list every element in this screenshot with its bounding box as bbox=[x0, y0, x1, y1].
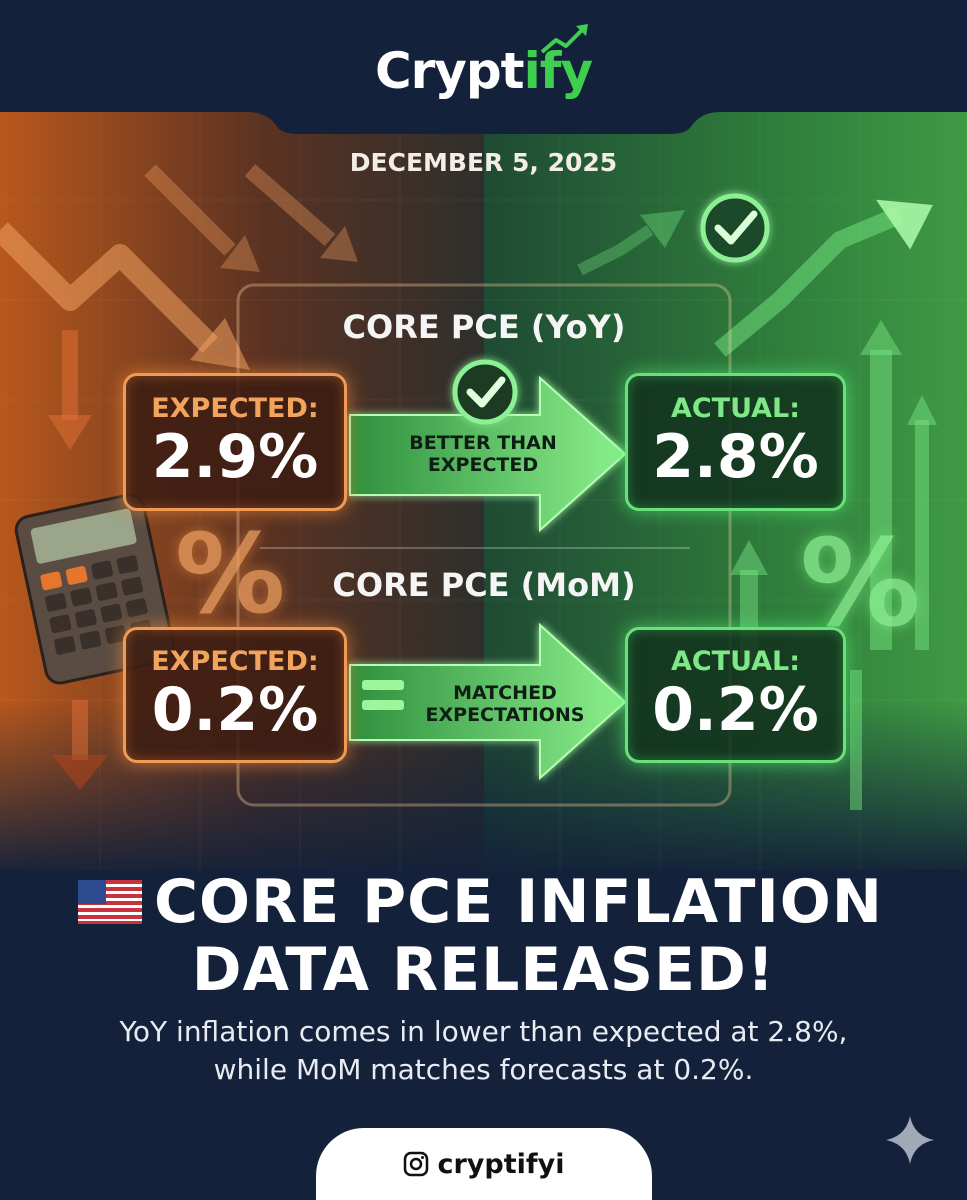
yoy-arrow-line2: EXPECTED bbox=[427, 454, 539, 476]
check-circle-icon bbox=[700, 193, 770, 263]
mom-arrow-line1: MATCHED bbox=[453, 682, 557, 704]
logo-trend-arrow-icon bbox=[540, 24, 588, 54]
instagram-icon bbox=[404, 1151, 429, 1177]
mom-title: CORE PCE (MoM) bbox=[332, 566, 636, 604]
brand-name-part1: Crypt bbox=[374, 42, 525, 100]
mom-arrow-text: MATCHED EXPECTATIONS bbox=[405, 682, 605, 726]
headline-line2: DATA RELEASED! bbox=[191, 935, 776, 1005]
yoy-arrow-line1: BETTER THAN bbox=[409, 432, 557, 454]
mom-arrow bbox=[349, 622, 627, 781]
brand-name-part2: ify bbox=[523, 42, 593, 100]
mom-expected-value: 0.2% bbox=[151, 675, 319, 745]
us-flag-icon bbox=[78, 880, 142, 924]
yoy-title: CORE PCE (YoY) bbox=[342, 308, 626, 346]
equals-icon bbox=[362, 680, 404, 710]
yoy-arrow-text: BETTER THAN EXPECTED bbox=[378, 432, 588, 476]
mom-arrow-line2: EXPECTATIONS bbox=[425, 704, 585, 726]
mom-actual-label: ACTUAL: bbox=[670, 646, 801, 677]
subtitle-line1: YoY inflation comes in lower than expect… bbox=[119, 1015, 848, 1048]
mom-actual-value: 0.2% bbox=[652, 675, 819, 745]
yoy-expected-label: EXPECTED: bbox=[151, 393, 319, 424]
sparkle-icon bbox=[886, 1116, 934, 1164]
mom-expected-label: EXPECTED: bbox=[151, 646, 319, 677]
release-date: DECEMBER 5, 2025 bbox=[349, 148, 618, 177]
yoy-actual-box: ACTUAL: 2.8% bbox=[625, 373, 846, 511]
yoy-actual-label: ACTUAL: bbox=[670, 393, 801, 424]
yoy-expected-value: 2.9% bbox=[151, 422, 319, 492]
mom-expected-box: EXPECTED: 0.2% bbox=[123, 627, 347, 763]
down-trend-arrow-icon bbox=[0, 222, 218, 353]
mom-actual-box: ACTUAL: 0.2% bbox=[625, 627, 846, 763]
percent-left-decor: % bbox=[175, 510, 286, 638]
brand-logo: Cryptify bbox=[0, 42, 967, 100]
social-handle-text: cryptifyi bbox=[437, 1148, 565, 1180]
yoy-expected-box: EXPECTED: 2.9% bbox=[123, 373, 347, 511]
yoy-check-icon bbox=[452, 359, 518, 425]
yoy-arrow bbox=[349, 375, 627, 533]
headline-line1: CORE PCE INFLATION bbox=[153, 867, 883, 937]
social-handle-pill[interactable]: cryptifyi bbox=[316, 1128, 652, 1200]
subtitle-line2: while MoM matches forecasts at 0.2%. bbox=[213, 1053, 754, 1086]
yoy-actual-value: 2.8% bbox=[652, 422, 819, 492]
